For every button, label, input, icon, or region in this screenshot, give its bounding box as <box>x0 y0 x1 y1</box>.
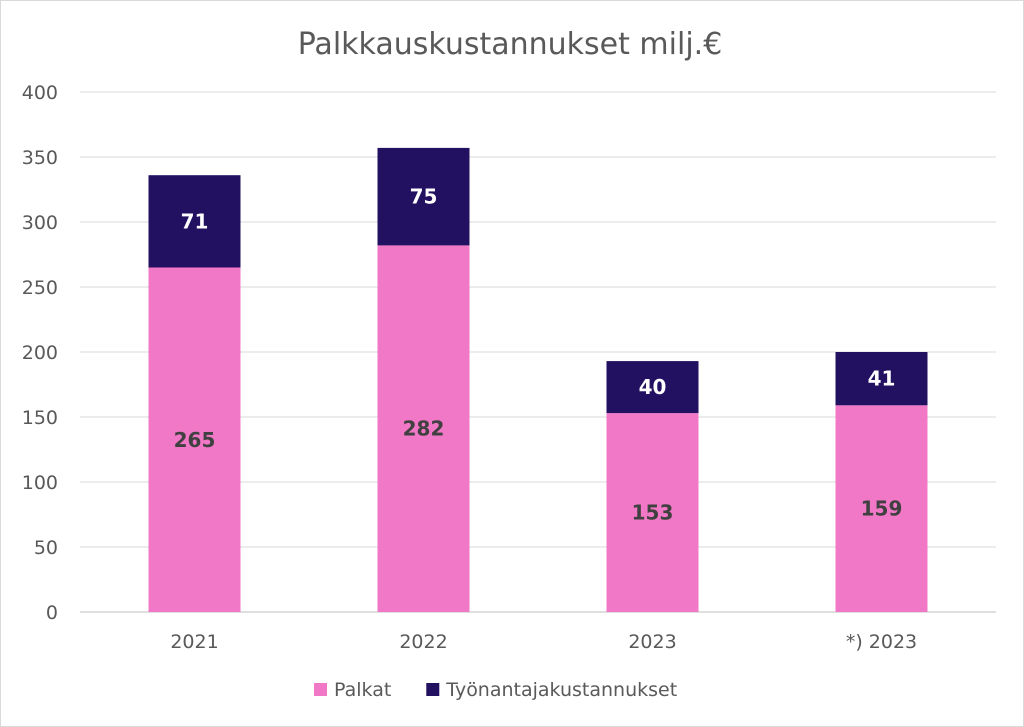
y-tick-label: 300 <box>22 212 58 234</box>
data-label: 159 <box>861 497 903 521</box>
data-label: 153 <box>632 501 674 525</box>
data-label: 40 <box>639 375 667 399</box>
x-tick-label: 2022 <box>399 631 447 653</box>
y-axis-ticks: 0 50 100 150 200 250 300 350 400 <box>22 82 58 624</box>
y-tick-label: 100 <box>22 472 58 494</box>
x-axis-ticks: 2021 2022 2023 *) 2023 <box>170 631 917 653</box>
legend-label: Palkat <box>334 679 391 701</box>
y-tick-label: 200 <box>22 342 58 364</box>
data-label: 265 <box>174 428 216 452</box>
data-label: 75 <box>410 185 438 209</box>
bar-segment <box>377 245 470 612</box>
y-tick-label: 250 <box>22 277 58 299</box>
legend-swatch <box>426 683 440 696</box>
x-tick-label: 2021 <box>170 631 218 653</box>
y-tick-label: 350 <box>22 147 58 169</box>
bar-segment <box>835 405 928 612</box>
data-label: 71 <box>181 209 209 233</box>
y-tick-label: 0 <box>46 602 58 624</box>
bars: 265 71 282 75 153 40 159 41 <box>148 147 928 612</box>
x-tick-label: 2023 <box>628 631 676 653</box>
y-tick-label: 150 <box>22 407 58 429</box>
bar-segment <box>377 147 470 246</box>
data-label: 41 <box>868 367 896 391</box>
bar-segment <box>835 352 928 406</box>
legend-swatch <box>314 683 327 696</box>
x-tick-label: *) 2023 <box>846 631 917 653</box>
bar-segment <box>148 175 241 268</box>
legend-label: Työnantajakustannukset <box>445 679 677 701</box>
chart-title: Palkkauskustannukset milj.€ <box>298 27 723 62</box>
legend: Palkat Työnantajakustannukset <box>314 679 677 701</box>
y-tick-label: 400 <box>22 82 58 104</box>
data-label: 282 <box>403 417 445 441</box>
bar-segment <box>148 267 241 612</box>
y-tick-label: 50 <box>34 537 58 559</box>
bar-segment <box>606 361 699 414</box>
bar-segment <box>606 413 699 612</box>
